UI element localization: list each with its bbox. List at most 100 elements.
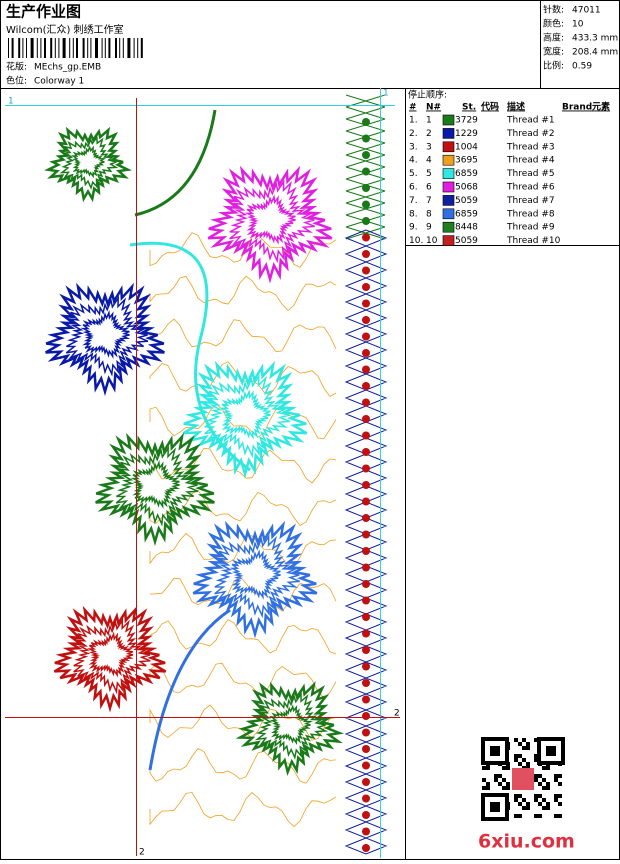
row-description: Thread #3 (506, 142, 555, 152)
flower (65, 295, 149, 377)
border-dot (362, 415, 370, 423)
row-code: 1004 (455, 142, 478, 152)
row-code: 5059 (455, 196, 478, 206)
bar-line (30, 38, 34, 58)
qr-cell (518, 742, 522, 746)
qr-cell (502, 786, 506, 790)
qr-cell (514, 754, 518, 758)
bar-line (140, 38, 143, 58)
stat-label: 比例: (543, 60, 564, 72)
row-needle: 3 (426, 142, 432, 152)
flower (229, 549, 281, 600)
border-dot (362, 349, 370, 357)
qr-cell (534, 794, 538, 798)
stem (134, 109, 217, 217)
border-dot (362, 448, 370, 456)
qr-cell (494, 778, 498, 782)
row-description: Thread #5 (506, 169, 555, 179)
row-code: 6859 (455, 169, 478, 179)
row-index: 9. (409, 223, 418, 233)
qr-cell (558, 794, 562, 798)
color-swatch (442, 168, 455, 179)
qr-cell (534, 814, 538, 818)
qr-cell (554, 778, 558, 782)
column-header: # (409, 103, 417, 113)
color-swatch (442, 221, 455, 233)
stat-label: 高度: (543, 32, 564, 44)
row-description: Thread #9 (506, 223, 555, 233)
qr-cell (558, 782, 562, 786)
row-code: 6859 (455, 209, 478, 219)
column-header: N# (426, 103, 441, 113)
border-dot (362, 481, 370, 489)
border-dot (362, 134, 370, 143)
column-header: Brand (562, 103, 592, 113)
border-dot (362, 745, 370, 753)
color-swatch (442, 235, 455, 246)
guide-label: 1 (8, 97, 14, 107)
border-dot (362, 547, 370, 555)
row-index: 10. (409, 236, 423, 246)
title: 生产作业图 (6, 3, 81, 21)
row-index: 3. (409, 142, 418, 152)
qr-cell (518, 814, 522, 818)
qr-cell (518, 794, 522, 798)
qr-cell (546, 802, 550, 806)
qr-cell (538, 782, 542, 786)
row-index: 1. (409, 116, 418, 126)
bar-line (87, 38, 89, 58)
flower (86, 631, 134, 678)
row-needle: 4 (426, 156, 432, 166)
flower (269, 704, 313, 745)
row-code: 3695 (455, 156, 478, 166)
row-description: Thread #8 (506, 209, 555, 219)
flower (80, 310, 131, 359)
bar-line (58, 38, 60, 58)
stat-value: 10 (572, 20, 584, 30)
qr-cell (542, 766, 546, 770)
flower (219, 389, 271, 440)
flower (45, 282, 165, 397)
bar-line (115, 38, 117, 58)
bar-line (127, 38, 131, 58)
qr-cell (538, 814, 542, 818)
border-dot (362, 613, 370, 621)
flower (53, 605, 167, 713)
border-dot (362, 283, 370, 291)
row-index: 8. (409, 209, 418, 219)
flower (73, 617, 151, 695)
qr-cell (526, 762, 530, 766)
qr-cell (514, 794, 518, 798)
row-needle: 7 (426, 196, 432, 206)
border-dot (362, 299, 370, 308)
row-needle: 2 (426, 129, 432, 139)
border-dot (362, 332, 370, 341)
border-dot (362, 316, 370, 324)
qr-finder (546, 746, 556, 756)
qr-cell (538, 774, 542, 778)
bar-line (26, 38, 27, 58)
color-swatch (442, 141, 455, 153)
bar-line (62, 38, 66, 58)
column-header: 代码 (480, 101, 499, 113)
qr-cell (502, 766, 506, 770)
row-description: Thread #6 (506, 183, 555, 193)
guide-label: 2 (394, 709, 400, 719)
bar-line (90, 38, 92, 58)
qr-cell (514, 798, 518, 802)
qr-cell (542, 786, 546, 790)
bar-line (104, 38, 106, 58)
stem (129, 241, 251, 472)
row-code: 5068 (455, 183, 478, 193)
flower (244, 194, 296, 245)
row-description: Thread #1 (506, 116, 555, 126)
guide-label: 2 (139, 848, 145, 858)
guide-label: 1 (383, 89, 389, 99)
qr-cell (534, 738, 538, 742)
qr-cell (526, 742, 530, 746)
row-code: 1229 (455, 129, 478, 139)
border-dot (362, 167, 370, 176)
qr-cell (542, 798, 546, 802)
row-code: 3729 (455, 116, 478, 126)
